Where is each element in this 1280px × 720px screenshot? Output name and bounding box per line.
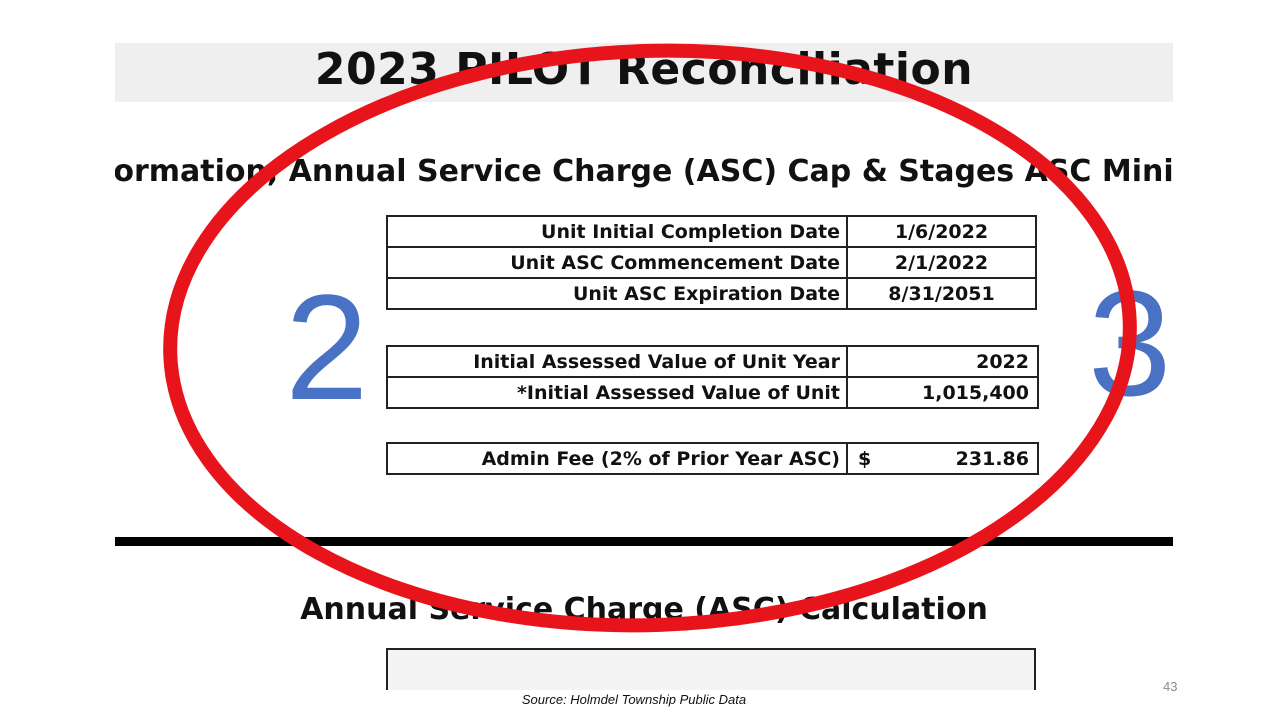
- assessed-value-value: 1,015,400: [846, 376, 1039, 409]
- admin-fee-label: Admin Fee (2% of Prior Year ASC): [386, 442, 848, 475]
- table-row: Unit Initial Completion Date 1/6/2022: [386, 215, 1037, 248]
- table-row: Unit ASC Commencement Date 2/1/2022: [386, 246, 1037, 279]
- page-number: 43: [1163, 679, 1178, 694]
- dates-table: Unit Initial Completion Date 1/6/2022 Un…: [386, 215, 1037, 310]
- currency-symbol: $: [858, 447, 872, 470]
- commencement-date-value: 2/1/2022: [846, 246, 1037, 279]
- expiration-date-value: 8/31/2051: [846, 277, 1037, 310]
- assessed-year-value: 2022: [846, 345, 1039, 378]
- assessed-value-label: *Initial Assessed Value of Unit: [386, 376, 848, 409]
- completion-date-label: Unit Initial Completion Date: [386, 215, 848, 248]
- admin-fee-table: Admin Fee (2% of Prior Year ASC) $ 231.8…: [386, 442, 1039, 475]
- assessed-year-label: Initial Assessed Value of Unit Year: [386, 345, 848, 378]
- table-row: Unit ASC Expiration Date 8/31/2051: [386, 277, 1037, 310]
- commencement-date-label: Unit ASC Commencement Date: [386, 246, 848, 279]
- red-circle-annotation: [163, 43, 1137, 633]
- source-note: Source: Holmdel Township Public Data: [521, 692, 747, 707]
- admin-fee-cell: $ 231.86: [846, 442, 1039, 475]
- admin-fee-value: 231.86: [955, 447, 1029, 470]
- table-row: *Initial Assessed Value of Unit 1,015,40…: [386, 376, 1039, 409]
- calculation-table-top: [386, 648, 1036, 690]
- assessed-value-table: Initial Assessed Value of Unit Year 2022…: [386, 345, 1039, 409]
- completion-date-value: 1/6/2022: [846, 215, 1037, 248]
- table-row: Admin Fee (2% of Prior Year ASC) $ 231.8…: [386, 442, 1039, 475]
- section-divider: [115, 537, 1173, 546]
- table-row: Initial Assessed Value of Unit Year 2022: [386, 345, 1039, 378]
- annotation-number-left: 2: [285, 263, 369, 431]
- expiration-date-label: Unit ASC Expiration Date: [386, 277, 848, 310]
